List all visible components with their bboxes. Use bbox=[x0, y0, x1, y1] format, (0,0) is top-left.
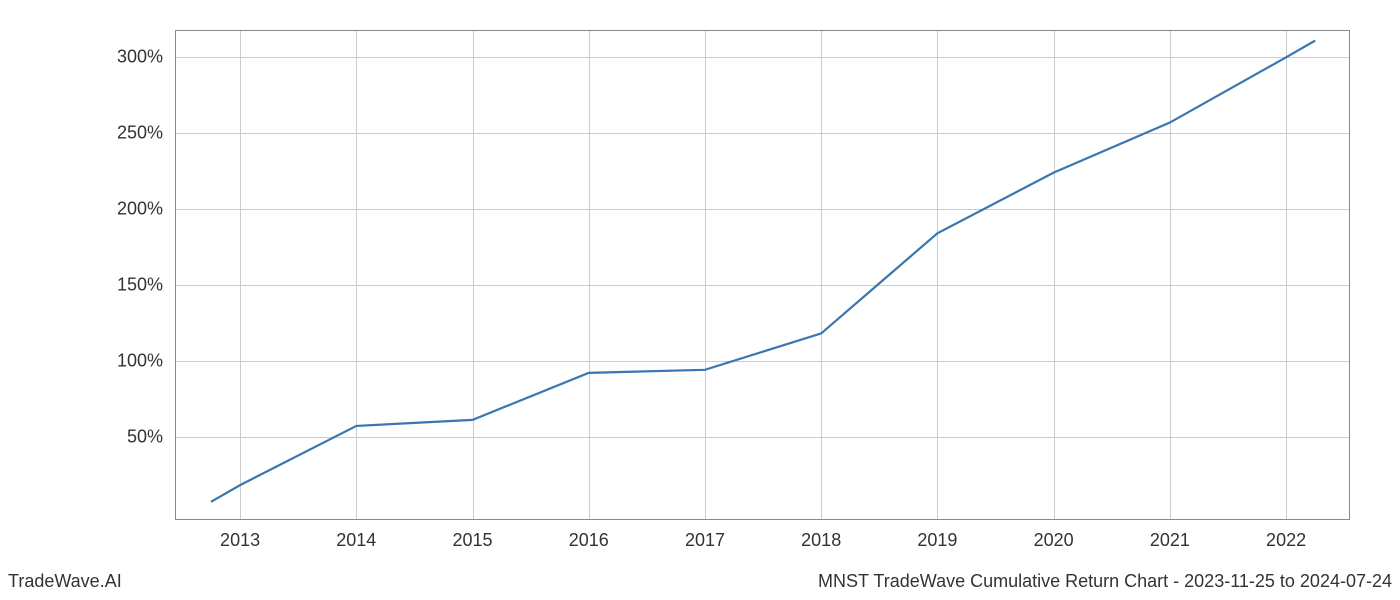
xtick-label: 2014 bbox=[336, 530, 376, 551]
xtick-label: 2015 bbox=[452, 530, 492, 551]
ytick-label: 300% bbox=[117, 47, 163, 68]
xtick-label: 2019 bbox=[917, 530, 957, 551]
ytick-label: 200% bbox=[117, 199, 163, 220]
xtick-label: 2016 bbox=[569, 530, 609, 551]
xtick-label: 2013 bbox=[220, 530, 260, 551]
xtick-label: 2021 bbox=[1150, 530, 1190, 551]
footer-brand: TradeWave.AI bbox=[8, 571, 122, 592]
ytick-label: 250% bbox=[117, 123, 163, 144]
plot-area bbox=[175, 30, 1350, 520]
xtick-label: 2020 bbox=[1034, 530, 1074, 551]
ytick-label: 50% bbox=[127, 426, 163, 447]
ytick-label: 100% bbox=[117, 350, 163, 371]
xtick-label: 2022 bbox=[1266, 530, 1306, 551]
xtick-label: 2017 bbox=[685, 530, 725, 551]
ytick-label: 150% bbox=[117, 274, 163, 295]
line-svg bbox=[175, 30, 1350, 520]
footer-caption: MNST TradeWave Cumulative Return Chart -… bbox=[818, 571, 1392, 592]
return-chart: TradeWave.AI MNST TradeWave Cumulative R… bbox=[0, 0, 1400, 600]
return-line bbox=[211, 41, 1315, 502]
xtick-label: 2018 bbox=[801, 530, 841, 551]
